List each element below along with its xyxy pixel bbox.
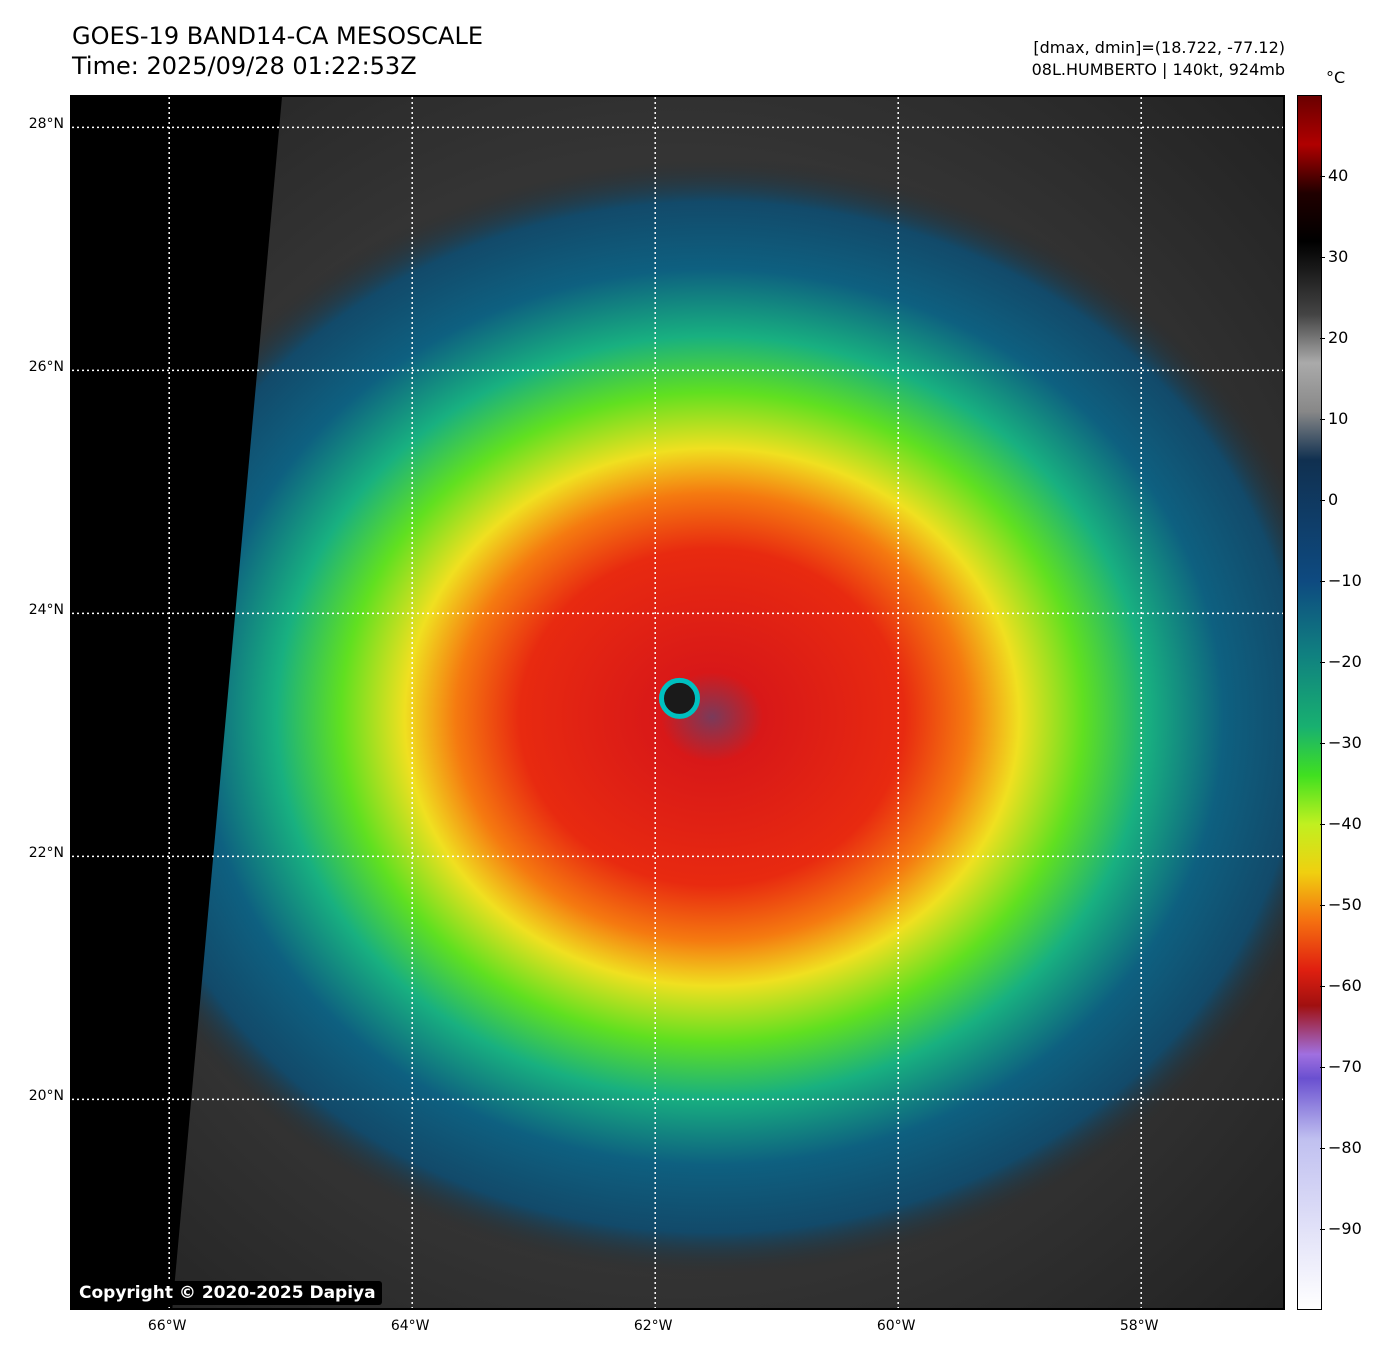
colorbar-tick-label: 10 bbox=[1328, 409, 1349, 428]
satellite-map bbox=[70, 95, 1285, 1310]
colorbar-tick-label: −10 bbox=[1328, 571, 1362, 590]
colorbar-tick-label: −90 bbox=[1328, 1219, 1362, 1238]
colorbar-tick bbox=[1320, 1229, 1325, 1230]
dmax-dmin-readout: [dmax, dmin]=(18.722, -77.12) bbox=[1033, 38, 1285, 57]
colorbar-tick-label: −70 bbox=[1328, 1057, 1362, 1076]
colorbar-tick-label: 30 bbox=[1328, 247, 1349, 266]
colorbar-tick bbox=[1320, 581, 1325, 582]
no-data-region bbox=[72, 97, 282, 1308]
colorbar-tick bbox=[1320, 1067, 1325, 1068]
hurricane-eye bbox=[659, 677, 700, 719]
colorbar-tick-label: 0 bbox=[1328, 490, 1339, 509]
map-time: Time: 2025/09/28 01:22:53Z bbox=[72, 52, 417, 80]
satellite-imagery bbox=[72, 97, 1283, 1308]
lon-label: 58°W bbox=[1119, 1318, 1159, 1334]
colorbar-tick-label: −40 bbox=[1328, 814, 1362, 833]
colorbar-tick bbox=[1320, 176, 1325, 177]
lon-label: 64°W bbox=[390, 1318, 430, 1334]
colorbar-tick-label: −60 bbox=[1328, 976, 1362, 995]
temperature-colorbar bbox=[1297, 95, 1322, 1310]
colorbar-tick bbox=[1320, 419, 1325, 420]
colorbar-tick bbox=[1320, 743, 1325, 744]
colorbar-tick bbox=[1320, 500, 1325, 501]
colorbar-tick bbox=[1320, 257, 1325, 258]
lat-label: 24°N bbox=[28, 602, 64, 619]
copyright-label: Copyright © 2020-2025 Dapiya bbox=[73, 1281, 382, 1305]
colorbar-tick bbox=[1320, 824, 1325, 825]
colorbar-tick-label: −20 bbox=[1328, 652, 1362, 671]
lon-label: 60°W bbox=[876, 1318, 916, 1334]
lat-label: 26°N bbox=[28, 359, 64, 376]
colorbar-tick bbox=[1320, 338, 1325, 339]
lat-label: 22°N bbox=[28, 845, 64, 862]
lon-label: 62°W bbox=[633, 1318, 673, 1334]
colorbar-tick bbox=[1320, 905, 1325, 906]
colorbar-tick-label: 20 bbox=[1328, 328, 1349, 347]
lon-label: 66°W bbox=[147, 1318, 187, 1334]
colorbar-tick-label: −50 bbox=[1328, 895, 1362, 914]
lat-label: 28°N bbox=[28, 116, 64, 133]
colorbar-unit: °C bbox=[1326, 68, 1346, 87]
colorbar-tick-label: −80 bbox=[1328, 1138, 1362, 1157]
colorbar-tick-label: 40 bbox=[1328, 166, 1349, 185]
storm-info: 08L.HUMBERTO | 140kt, 924mb bbox=[1031, 60, 1285, 79]
colorbar-tick-label: −30 bbox=[1328, 733, 1362, 752]
colorbar-tick bbox=[1320, 1148, 1325, 1149]
map-title: GOES-19 BAND14-CA MESOSCALE bbox=[72, 22, 483, 50]
colorbar-tick bbox=[1320, 986, 1325, 987]
colorbar-tick bbox=[1320, 662, 1325, 663]
lat-label: 20°N bbox=[28, 1088, 64, 1105]
